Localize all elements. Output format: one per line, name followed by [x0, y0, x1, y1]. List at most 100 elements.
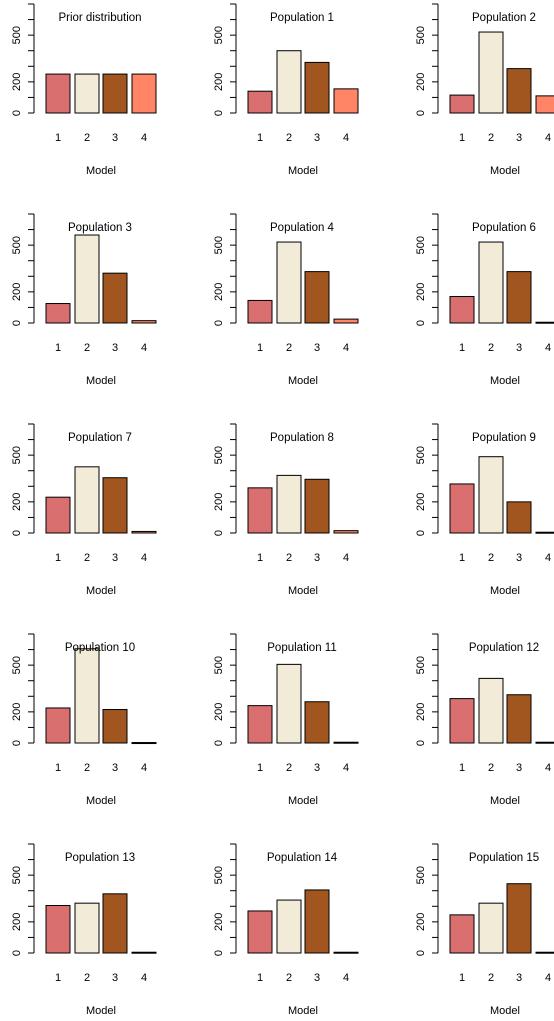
x-tick-label: 3: [516, 132, 522, 144]
x-tick-label: 2: [84, 342, 90, 354]
x-tick-label: 2: [488, 342, 494, 354]
bar-model-4: [333, 741, 359, 744]
bar-model-3: [102, 73, 128, 114]
x-axis-label: Model: [490, 795, 520, 807]
y-tick-label: 0: [11, 110, 23, 116]
x-tick-label: 1: [459, 342, 465, 354]
chart-panel: 0 200 500 1 2 3 4 Model Prior distribution: [11, 3, 157, 177]
chart-panel: 0 200 500 1 2 3 4 Model Population 7: [11, 423, 157, 597]
bar-model-1: [247, 487, 273, 534]
y-tick-label: 200: [415, 493, 427, 511]
bar-model-2: [74, 234, 100, 324]
bar-model-4: [131, 951, 157, 954]
chart-panel: 0 200 500 1 2 3 4 Model Population 10: [11, 633, 157, 807]
x-tick-label: 4: [545, 132, 551, 144]
chart-title: Population 6: [472, 222, 536, 234]
chart-panel: 0 200 500 1 2 3 4 Model Population 6: [415, 213, 554, 387]
chart-panel: 0 200 500 1 2 3 4 Model Population 3: [11, 213, 157, 387]
y-tick-label: 500: [415, 656, 427, 674]
chart-panel: 0 200 500 1 2 3 4 Model Population 12: [415, 633, 554, 807]
x-tick-label: 4: [343, 342, 349, 354]
x-axis-label: Model: [86, 585, 116, 597]
chart-panel: 0 200 500 1 2 3 4 Model Population 11: [213, 633, 359, 807]
x-tick-label: 4: [141, 342, 147, 354]
bar-model-3: [102, 272, 128, 324]
x-axis-label: Model: [86, 795, 116, 807]
x-tick-label: 4: [545, 972, 551, 984]
y-tick-label: 200: [213, 703, 225, 721]
bar-model-1: [45, 905, 71, 954]
x-tick-label: 4: [343, 132, 349, 144]
x-tick-label: 3: [314, 762, 320, 774]
x-axis-label: Model: [490, 375, 520, 387]
x-tick-label: 4: [141, 762, 147, 774]
bar-model-1: [449, 698, 475, 744]
chart-title: Population 12: [469, 642, 539, 654]
chart-panel: 0 200 500 1 2 3 4 Model Population 1: [213, 3, 359, 177]
bar-model-1: [449, 94, 475, 114]
y-tick-label: 0: [213, 740, 225, 746]
y-tick-label: 500: [415, 236, 427, 254]
bar-model-2: [478, 677, 504, 744]
x-tick-label: 1: [55, 132, 61, 144]
x-tick-label: 3: [112, 762, 118, 774]
chart-title: Population 10: [65, 642, 135, 654]
x-tick-label: 3: [112, 552, 118, 564]
x-axis-label: Model: [288, 1005, 318, 1017]
x-tick-label: 1: [257, 132, 263, 144]
bar-model-3: [506, 68, 532, 114]
bar-model-2: [276, 899, 302, 954]
bar-model-1: [449, 914, 475, 954]
x-tick-label: 3: [516, 762, 522, 774]
y-tick-label: 200: [415, 703, 427, 721]
bar-model-3: [102, 709, 128, 744]
x-tick-label: 1: [459, 972, 465, 984]
y-tick-label: 0: [11, 320, 23, 326]
bar-model-3: [304, 61, 330, 114]
x-tick-label: 2: [84, 552, 90, 564]
y-tick-label: 200: [213, 913, 225, 931]
bar-model-3: [506, 271, 532, 324]
y-tick-label: 500: [213, 26, 225, 44]
chart-title: Population 1: [270, 12, 334, 24]
x-tick-label: 4: [343, 762, 349, 774]
x-axis-label: Model: [288, 795, 318, 807]
x-tick-label: 2: [286, 972, 292, 984]
x-tick-label: 4: [545, 342, 551, 354]
bar-model-4: [535, 95, 554, 114]
chart-panel: 0 200 500 1 2 3 4 Model Population 14: [213, 843, 359, 1017]
y-tick-label: 200: [11, 703, 23, 721]
y-tick-label: 0: [415, 950, 427, 956]
x-tick-label: 4: [545, 762, 551, 774]
bar-model-1: [45, 73, 71, 114]
x-tick-label: 1: [257, 552, 263, 564]
bar-model-3: [304, 271, 330, 324]
chart-title: Population 15: [469, 852, 539, 864]
x-axis-label: Model: [86, 375, 116, 387]
x-tick-label: 2: [286, 132, 292, 144]
x-axis-label: Model: [490, 585, 520, 597]
bar-model-1: [449, 296, 475, 324]
y-tick-label: 0: [213, 320, 225, 326]
bar-model-4: [131, 320, 157, 324]
y-tick-label: 500: [213, 236, 225, 254]
x-axis-label: Model: [86, 1005, 116, 1017]
bar-model-1: [247, 910, 273, 954]
bar-model-4: [535, 321, 554, 324]
bar-model-3: [102, 893, 128, 954]
bar-model-3: [304, 701, 330, 744]
x-tick-label: 1: [459, 552, 465, 564]
chart-title: Population 11: [267, 642, 336, 654]
chart-title: Population 3: [68, 222, 132, 234]
y-tick-label: 200: [11, 73, 23, 91]
bar-model-4: [131, 73, 157, 114]
bar-model-1: [449, 483, 475, 534]
x-tick-label: 4: [141, 972, 147, 984]
chart-title: Population 13: [65, 852, 135, 864]
bar-model-2: [478, 241, 504, 324]
x-tick-label: 2: [488, 972, 494, 984]
x-tick-label: 4: [343, 552, 349, 564]
y-tick-label: 0: [415, 320, 427, 326]
y-tick-label: 200: [11, 283, 23, 301]
bar-model-2: [276, 50, 302, 114]
